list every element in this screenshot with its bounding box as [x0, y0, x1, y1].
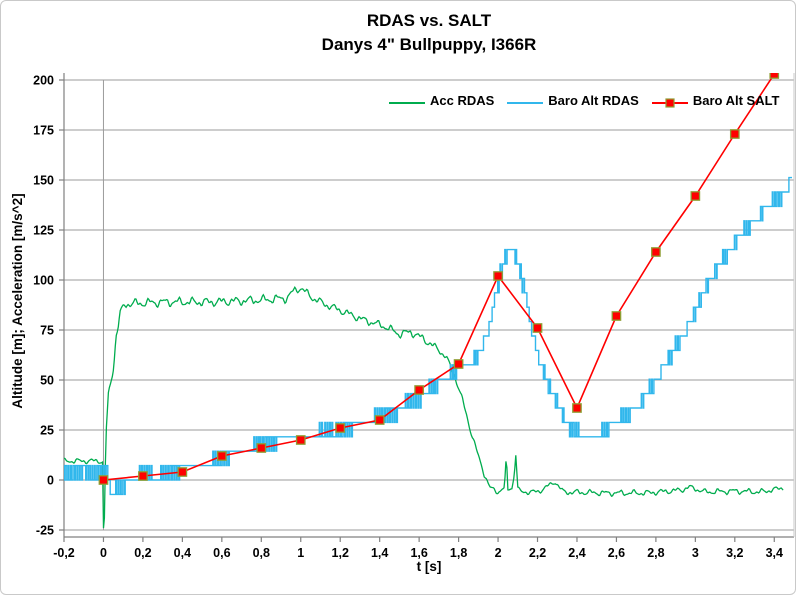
legend-label-baro-alt-salt: Baro Alt SALT — [692, 93, 780, 108]
x-tick-label: 2,6 — [608, 546, 625, 560]
y-tick-label: 75 — [40, 324, 54, 338]
y-tick-label: 0 — [47, 474, 54, 488]
x-tick-label: 3,2 — [726, 546, 743, 560]
y-tick-label: 125 — [33, 224, 54, 238]
chart-title: RDAS vs. SALT Danys 4" Bullpuppy, I366R — [64, 9, 794, 57]
legend-line-marker-swatch-red — [651, 96, 688, 108]
gridlines — [64, 79, 794, 531]
salt-data-marker — [532, 323, 543, 333]
tick-labels: -25 0 25 50 75 100 125 150 175 200 -0,2 0 0,2 0,4 0,6 0… — [33, 74, 783, 561]
legend-item-acc-rdas: Acc RDAS — [389, 93, 494, 108]
chart-title-line2: Danys 4" Bullpuppy, I366R — [321, 35, 537, 54]
legend-line-swatch-blue — [507, 96, 544, 106]
salt-data-marker — [295, 435, 306, 445]
salt-data-marker — [216, 451, 227, 461]
x-tick-label: 1 — [297, 546, 304, 560]
series-baro-alt-rdas-line — [64, 176, 792, 496]
y-tick-label: 175 — [33, 124, 54, 138]
x-tick-label: 2,4 — [568, 546, 585, 560]
series-acc-rdas-line — [64, 286, 784, 529]
salt-data-marker — [651, 247, 661, 257]
salt-data-marker — [177, 467, 188, 477]
x-tick-label: 2,2 — [529, 546, 546, 560]
legend-label-baro-alt-rdas: Baro Alt RDAS — [548, 93, 639, 108]
legend-label-acc-rdas: Acc RDAS — [430, 93, 495, 108]
x-tick-label: 0 — [100, 546, 107, 560]
series-baro-alt-salt-line — [103, 73, 775, 481]
salt-data-marker — [611, 311, 622, 321]
legend-line-swatch-green — [389, 96, 425, 106]
x-tick-label: 1,4 — [371, 546, 388, 560]
axes — [59, 73, 795, 542]
x-tick-label: 0,8 — [253, 546, 270, 560]
y-tick-label: -25 — [36, 524, 54, 538]
x-tick-label: -0,2 — [53, 546, 75, 560]
y-tick-label: 200 — [33, 74, 54, 88]
series-baro-alt-salt — [98, 73, 780, 485]
salt-data-marker — [453, 359, 464, 369]
salt-data-marker — [769, 73, 780, 79]
x-axis-title: t [s] — [416, 559, 442, 574]
x-tick-label: 1,6 — [410, 546, 427, 560]
y-tick-label: 100 — [33, 274, 54, 288]
y-axis-title: Altitude [m]; Acceleration [m/s^2] — [10, 193, 25, 409]
x-tick-label: 0,6 — [213, 546, 230, 560]
salt-data-marker — [335, 423, 346, 433]
legend: Acc RDAS Baro Alt RDAS Baro Alt SALT — [389, 93, 780, 108]
salt-data-marker — [138, 471, 148, 481]
salt-data-marker — [690, 191, 701, 201]
x-tick-label: 0,4 — [174, 546, 191, 560]
x-tick-label: 2,8 — [647, 546, 664, 560]
x-tick-label: 2 — [495, 546, 502, 560]
x-tick-label: 3 — [692, 546, 699, 560]
salt-data-marker — [572, 403, 582, 413]
x-tick-label: 0,2 — [134, 546, 151, 560]
salt-data-marker — [729, 129, 740, 139]
y-tick-label: 25 — [40, 424, 54, 438]
y-tick-label: 150 — [33, 174, 54, 188]
x-tick-label: 1,2 — [332, 546, 349, 560]
y-tick-label: 50 — [40, 374, 54, 388]
salt-data-marker — [414, 385, 424, 395]
chart-title-line1: RDAS vs. SALT — [366, 11, 492, 30]
x-tick-label: 3,4 — [766, 546, 783, 560]
x-tick-label: 1,8 — [450, 546, 467, 560]
legend-item-baro-alt-rdas: Baro Alt RDAS — [507, 93, 639, 108]
salt-data-marker — [374, 415, 385, 425]
salt-data-marker — [98, 475, 109, 485]
legend-item-baro-alt-salt: Baro Alt SALT — [651, 93, 780, 108]
salt-data-marker — [493, 271, 503, 281]
salt-data-marker — [256, 443, 267, 453]
